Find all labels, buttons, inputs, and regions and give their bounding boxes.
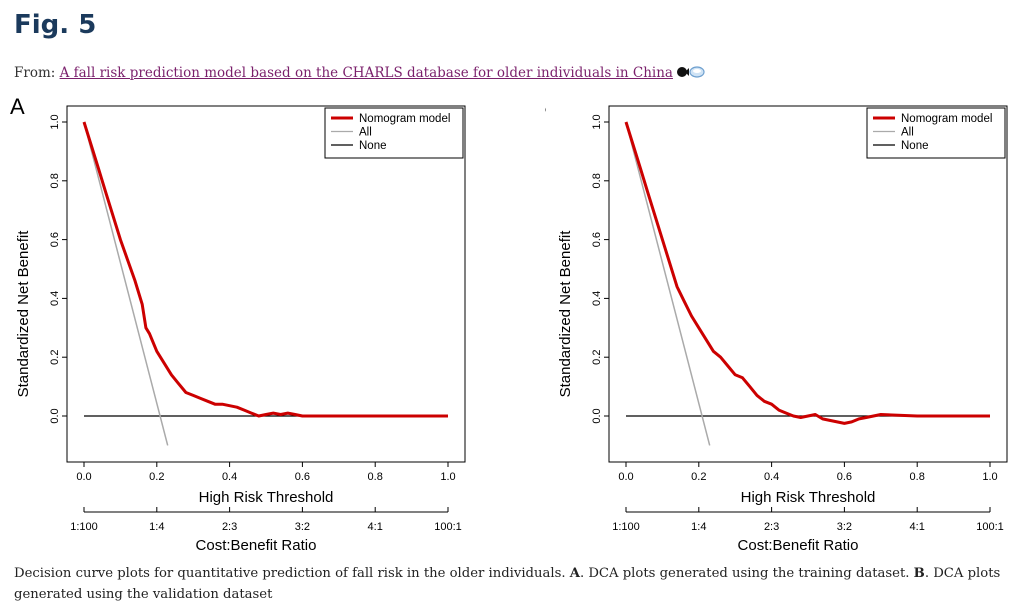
secondary-axis-label: Cost:Benefit Ratio [738, 537, 859, 554]
x-tick-label: 1.0 [440, 471, 455, 483]
y-tick-label: 0.8 [49, 173, 61, 188]
x-tick-label: 0.4 [764, 471, 779, 483]
x-axis-label: High Risk Threshold [199, 489, 334, 506]
y-tick-label: 0.4 [49, 291, 61, 306]
series-line-all [83, 121, 169, 446]
legend-label-model: Nomogram model [901, 113, 992, 125]
series-line-model [82, 121, 448, 418]
plot-frame [66, 105, 466, 463]
legend-box [324, 107, 464, 159]
x-tick-label: 0.8 [368, 471, 383, 483]
caption-text-2: . DCA plots generated using the training… [579, 566, 914, 581]
x-tick-label: 1.0 [982, 471, 997, 483]
legend-label-all: All [901, 127, 914, 139]
legend-label-model: Nomogram model [359, 113, 450, 125]
y-tick-label: 0.6 [591, 232, 603, 247]
y-tick-label: 1.0 [49, 114, 61, 129]
series-line-model [624, 121, 990, 425]
plot-frame [608, 105, 1008, 463]
secondary-tick-label: 1:100 [70, 521, 98, 533]
y-tick-label: 0.2 [49, 350, 61, 365]
legend-label-none: None [901, 140, 929, 152]
x-tick-label: 0.0 [76, 471, 91, 483]
figure-title: Fig. 5 [14, 10, 97, 40]
secondary-tick-label: 3:2 [295, 521, 310, 533]
x-tick-label: 0.6 [837, 471, 852, 483]
x-axis-label: High Risk Threshold [741, 489, 876, 506]
y-tick-label: 0.0 [49, 408, 61, 423]
secondary-tick-label: 1:4 [149, 521, 164, 533]
caption-bold-a: A [569, 566, 580, 581]
source-line: From: A fall risk prediction model based… [14, 65, 706, 83]
dca-chart-a: A 0.0 0.2 0.4 0.6 0.8 1.0 Standardized Net Bene… [10, 94, 466, 554]
y-axis-label: Standardized Net Benefit [557, 230, 574, 398]
secondary-tick-label: 2:3 [222, 521, 237, 533]
secondary-tick-label: 100:1 [434, 521, 462, 533]
figure-caption: Decision curve plots for quantitative pr… [14, 563, 1019, 605]
secondary-tick-label: 1:100 [612, 521, 640, 533]
caption-text-1: Decision curve plots for quantitative pr… [14, 566, 570, 581]
secondary-tick-label: 100:1 [976, 521, 1004, 533]
x-tick-label: 0.6 [295, 471, 310, 483]
secondary-tick-label: 4:1 [368, 521, 383, 533]
from-prefix: From: [14, 65, 60, 81]
y-tick-label: 0.6 [49, 232, 61, 247]
x-tick-label: 0.2 [691, 471, 706, 483]
series-line-all [625, 121, 711, 446]
y-tick-label: 0.4 [591, 291, 603, 306]
x-tick-label: 0.8 [910, 471, 925, 483]
secondary-tick-label: 1:4 [691, 521, 706, 533]
y-tick-label: 0.8 [591, 173, 603, 188]
caption-text-3: . DCA plots generated using the validati… [14, 566, 1001, 602]
y-tick-label: 0.0 [591, 408, 603, 423]
x-tick-label: 0.4 [222, 471, 237, 483]
access-badge-icon [676, 65, 706, 83]
x-tick-label: 0.2 [149, 471, 164, 483]
caption-bold-b: B [913, 566, 925, 581]
legend-label-all: All [359, 127, 372, 139]
secondary-axis-label: Cost:Benefit Ratio [196, 537, 317, 554]
panel-label: A [10, 94, 25, 119]
panel-label: B [545, 94, 547, 119]
secondary-tick-label: 4:1 [910, 521, 925, 533]
legend-box [866, 107, 1006, 159]
secondary-tick-label: 2:3 [764, 521, 779, 533]
legend-label-none: None [359, 140, 387, 152]
y-tick-label: 0.2 [591, 350, 603, 365]
secondary-tick-label: 3:2 [837, 521, 852, 533]
dca-chart-b: B 0.0 0.2 0.4 0.6 0.8 1.0 Standardized Net Bene… [545, 94, 1008, 554]
y-axis-label: Standardized Net Benefit [15, 230, 32, 398]
x-tick-label: 0.0 [618, 471, 633, 483]
article-link[interactable]: A fall risk prediction model based on th… [59, 65, 673, 81]
y-tick-label: 1.0 [591, 114, 603, 129]
